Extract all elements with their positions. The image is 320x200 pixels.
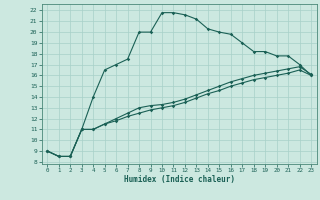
X-axis label: Humidex (Indice chaleur): Humidex (Indice chaleur) xyxy=(124,175,235,184)
